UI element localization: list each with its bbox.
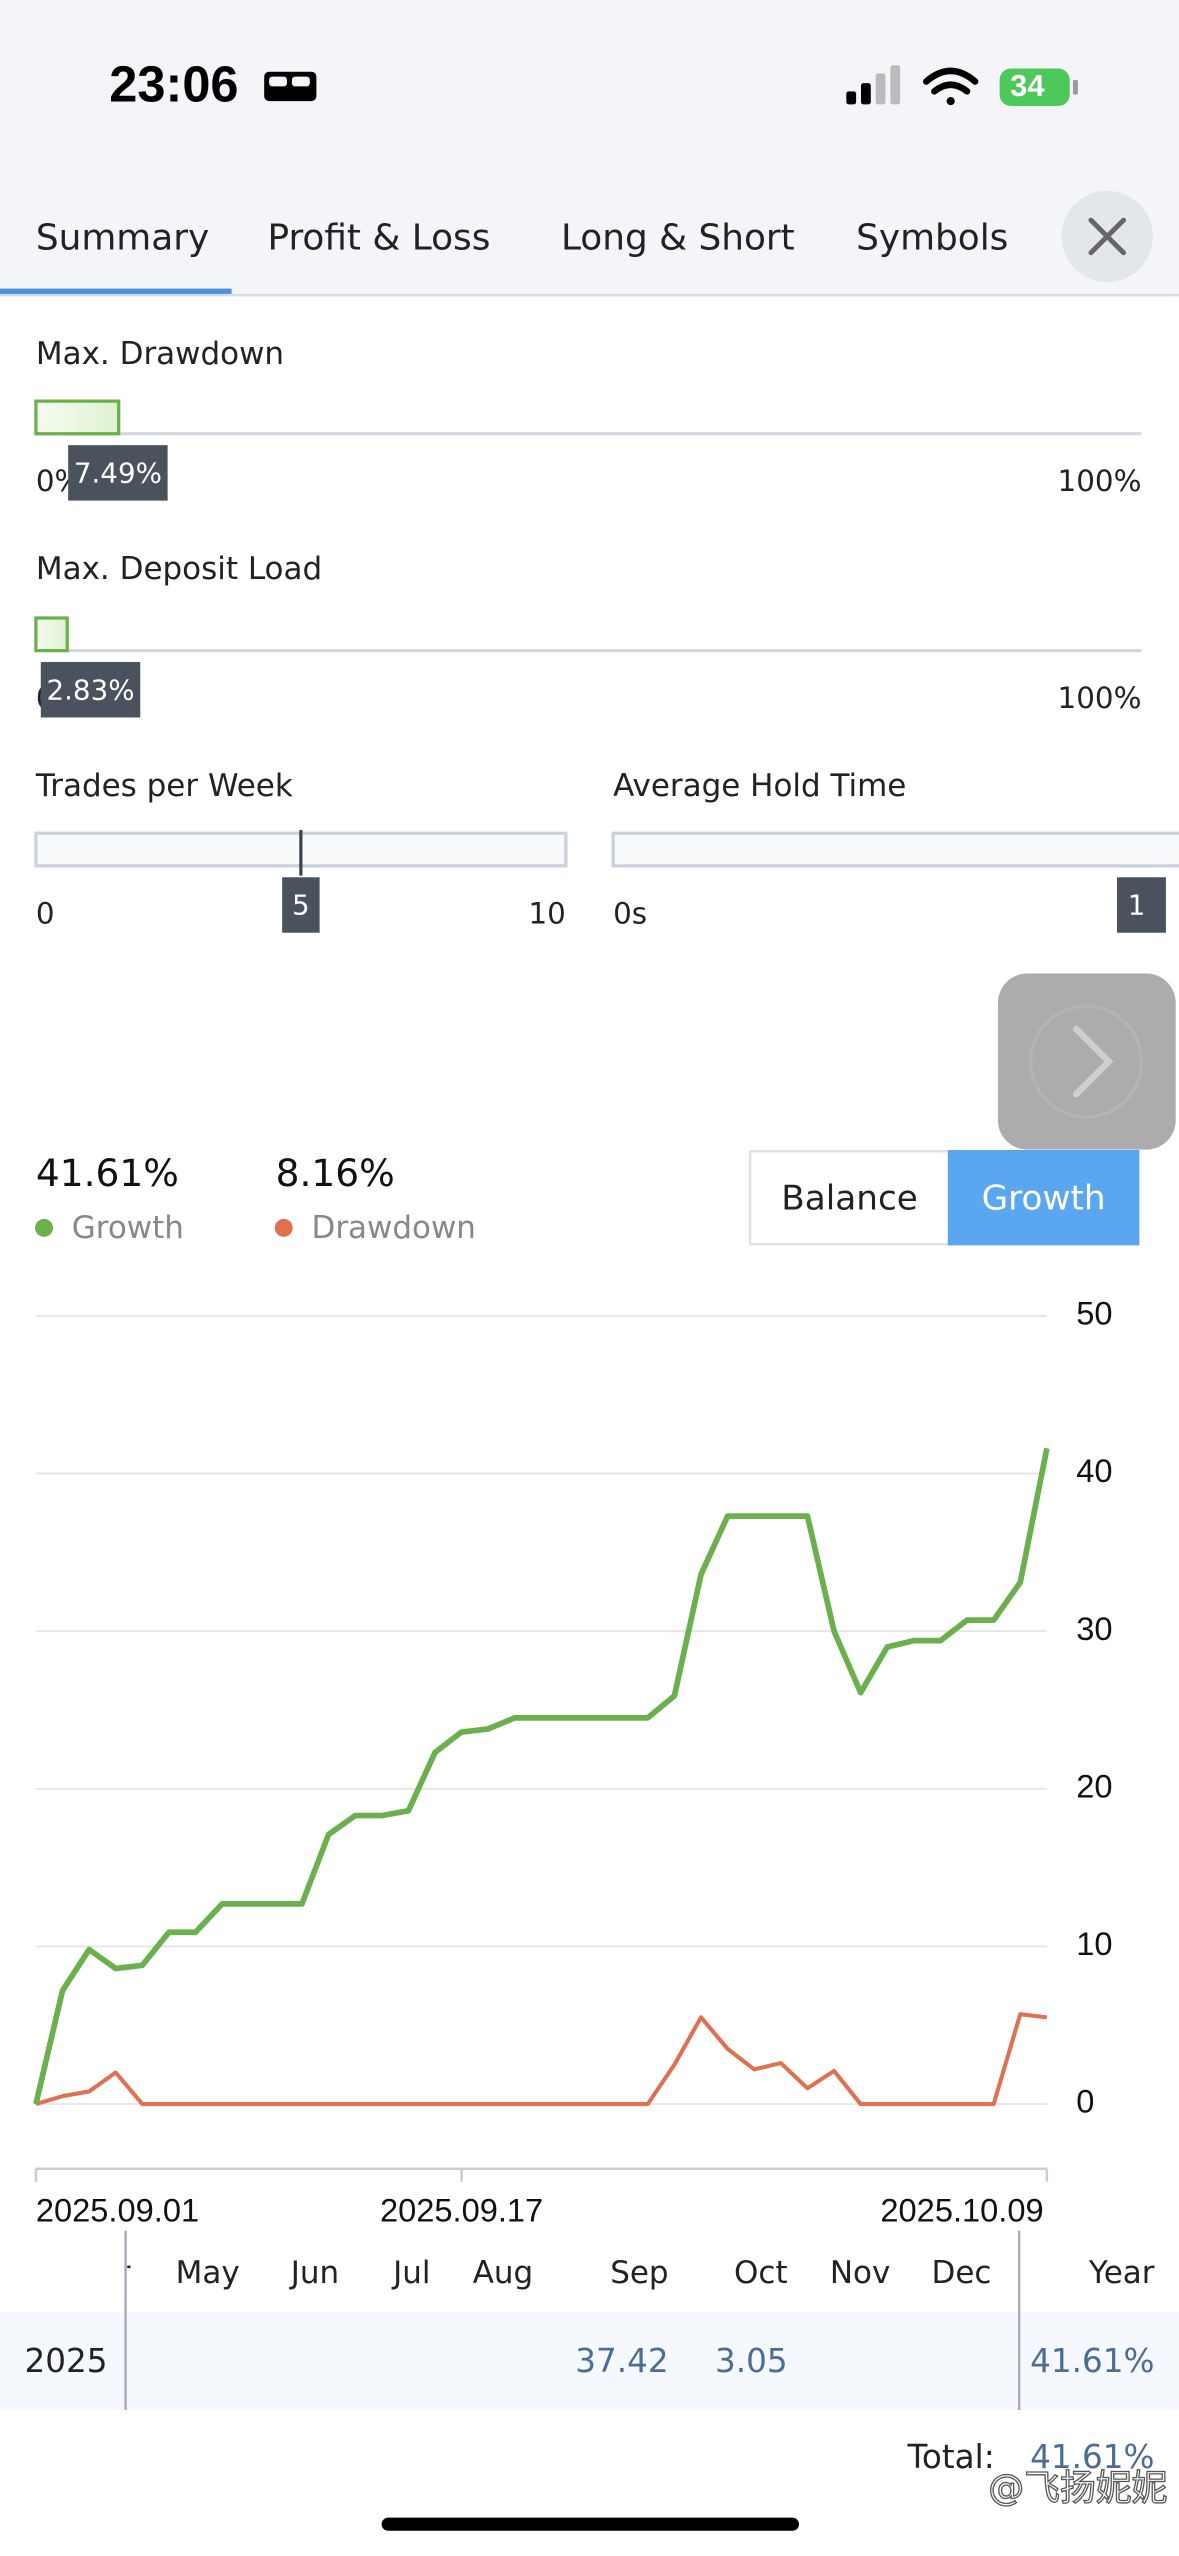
next-button[interactable] bbox=[997, 973, 1176, 1150]
slider-tooltip-text: 1 bbox=[1128, 889, 1146, 922]
table-year: 2025 bbox=[24, 2342, 107, 2380]
tab[interactable]: Profit & Loss bbox=[267, 218, 490, 259]
chart: 0 10 20 30 40 50 2025.09.01 2025.09.17 2025.10.0… bbox=[33, 1295, 1113, 2228]
y-tick-label: 10 bbox=[1076, 1925, 1112, 1962]
slider-tooltip bbox=[282, 877, 320, 933]
slider-label: Max. Drawdown bbox=[36, 336, 284, 372]
table-header: Aug bbox=[473, 2255, 533, 2291]
slider-tick-label: 10 bbox=[529, 896, 566, 930]
slider-fill bbox=[34, 399, 121, 436]
legend: 41.61% Growth 8.16% Drawdown bbox=[35, 1151, 476, 1246]
signal-icon bbox=[846, 65, 901, 105]
slider-label: Max. Deposit Load bbox=[36, 551, 322, 587]
slider-label: Trades per Week bbox=[35, 768, 293, 804]
toggle-label: Balance bbox=[781, 1179, 918, 1219]
sleep-icon bbox=[264, 71, 317, 102]
table-row-bg bbox=[0, 2312, 1179, 2411]
slider-tooltip-text: 5 bbox=[292, 889, 310, 922]
slider-tooltip-text: 7.49% bbox=[74, 457, 162, 490]
legend-value: 41.61% bbox=[36, 1151, 179, 1195]
total-label: Total: bbox=[907, 2438, 995, 2476]
table-cell: 37.42 bbox=[575, 2342, 668, 2380]
legend-value: 8.16% bbox=[276, 1151, 395, 1195]
total-value: 41.61% bbox=[1030, 2438, 1154, 2476]
tab-bar: Summary Profit & Loss Long & Short Symbols bbox=[0, 218, 1008, 295]
table-header: Sep bbox=[610, 2255, 668, 2291]
tab[interactable]: Long & Short bbox=[561, 218, 795, 259]
y-tick-label: 40 bbox=[1076, 1452, 1112, 1489]
table-cell: 3.05 bbox=[715, 2342, 788, 2380]
series-line bbox=[35, 2012, 1048, 2107]
wifi-icon bbox=[922, 67, 979, 106]
slider-tooltip bbox=[68, 445, 168, 501]
close-icon bbox=[1088, 217, 1126, 256]
legend-name: Growth bbox=[72, 1210, 184, 1246]
x-tick-label: 2025.09.01 bbox=[36, 2191, 199, 2228]
y-tick-label: 50 bbox=[1076, 1295, 1112, 1332]
table-header: May bbox=[176, 2255, 240, 2291]
toggle-button[interactable] bbox=[947, 1149, 1140, 1246]
home-indicator bbox=[381, 2517, 800, 2531]
toggle-label: Growth bbox=[982, 1179, 1106, 1219]
tab[interactable]: Summary bbox=[36, 218, 209, 259]
slider-label: Average Hold Time bbox=[613, 768, 906, 804]
watermark: @飞扬妮妮 bbox=[988, 2468, 1167, 2509]
y-tick-label: 0 bbox=[1076, 2083, 1094, 2120]
y-tick-label: 20 bbox=[1076, 1767, 1112, 1804]
table-header: Nov bbox=[830, 2255, 890, 2291]
table-cell: 41.61% bbox=[1030, 2342, 1154, 2380]
table-header: Apr bbox=[77, 2255, 131, 2291]
status-time: 23:06 bbox=[109, 55, 238, 112]
y-tick-label: 30 bbox=[1076, 1610, 1112, 1647]
slider-tooltip bbox=[40, 662, 141, 718]
series-line bbox=[33, 1447, 1050, 2105]
slider-tooltip-text: 2.83% bbox=[46, 673, 134, 706]
slider-tooltip bbox=[1117, 877, 1166, 933]
legend-name: Drawdown bbox=[311, 1210, 475, 1246]
toggle: Balance Growth bbox=[748, 1149, 1140, 1246]
x-tick-label: 2025.10.09 bbox=[880, 2191, 1043, 2228]
slider-track bbox=[611, 831, 1179, 868]
battery-tip bbox=[1072, 79, 1078, 95]
next-ring bbox=[1028, 1004, 1144, 1119]
table-header: Year bbox=[1088, 2255, 1155, 2291]
slider-fill bbox=[34, 616, 69, 653]
slider-tick-label: 100% bbox=[1058, 681, 1142, 715]
monthly-table: Apr May Jun Jul Aug Sep Oct Nov Dec Year 2025 37.42… bbox=[0, 2230, 1179, 2476]
table-header: Oct bbox=[734, 2255, 788, 2291]
table-header: Jun bbox=[289, 2255, 339, 2291]
table-header: Jul bbox=[391, 2255, 430, 2291]
slider-tick-label: 0 bbox=[36, 896, 55, 930]
battery bbox=[999, 68, 1070, 106]
slider-tick-label: 100% bbox=[1058, 464, 1142, 498]
next-chevron bbox=[1072, 1025, 1114, 1098]
toggle-button[interactable] bbox=[748, 1149, 951, 1246]
legend-dot bbox=[274, 1218, 293, 1237]
x-tick-label: 2025.09.17 bbox=[380, 2191, 543, 2228]
header-bg bbox=[0, 0, 1179, 296]
tab-underline bbox=[0, 288, 232, 295]
slider-tick-label: 0s bbox=[613, 896, 647, 930]
battery-level: 34 bbox=[1010, 68, 1045, 103]
legend-dot bbox=[35, 1218, 54, 1237]
tab[interactable]: Symbols bbox=[856, 218, 1008, 259]
table-header: Dec bbox=[932, 2255, 992, 2291]
